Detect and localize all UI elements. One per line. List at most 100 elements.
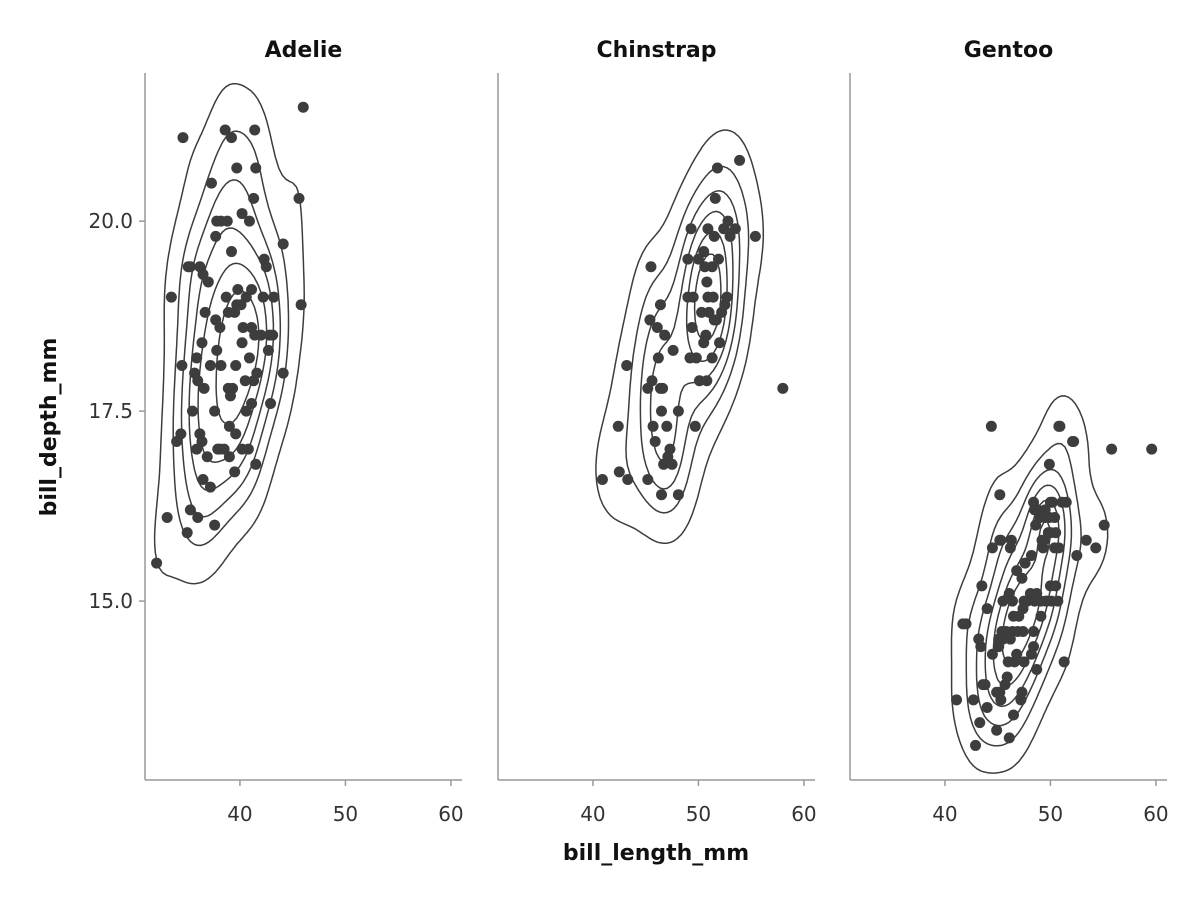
data-point (235, 299, 247, 311)
data-point (1035, 610, 1047, 622)
data-point (165, 291, 177, 303)
data-point (1060, 496, 1072, 508)
data-point (993, 641, 1005, 653)
data-point (1098, 519, 1110, 531)
data-point (721, 291, 733, 303)
x-tick-label: 40 (932, 802, 957, 826)
data-point (297, 101, 309, 113)
x-tick-label: 60 (438, 802, 463, 826)
data-point (712, 253, 724, 265)
data-point (661, 420, 673, 432)
data-point (656, 405, 668, 417)
data-point (182, 261, 194, 273)
data-point (951, 694, 963, 706)
data-point (701, 276, 713, 288)
data-point (251, 367, 263, 379)
data-point (656, 489, 668, 501)
data-point (1002, 656, 1014, 668)
x-tick-label: 60 (791, 802, 816, 826)
data-point (295, 299, 307, 311)
data-point (1019, 557, 1031, 569)
data-point (716, 306, 728, 318)
data-point (214, 443, 226, 455)
data-point (645, 261, 657, 273)
data-point (239, 375, 251, 387)
data-point (701, 375, 713, 387)
data-point (708, 314, 720, 326)
data-point (709, 192, 721, 204)
data-point (246, 398, 258, 410)
data-point (242, 443, 254, 455)
data-point (197, 473, 209, 485)
data-point (672, 405, 684, 417)
data-point (277, 238, 289, 250)
data-point (230, 360, 242, 372)
data-point (666, 458, 678, 470)
data-point (186, 405, 198, 417)
data-point (652, 352, 664, 364)
data-point (229, 466, 241, 478)
data-point (777, 382, 789, 394)
data-point (231, 162, 243, 174)
data-point (672, 489, 684, 501)
x-tick-label: 40 (227, 802, 252, 826)
data-point (1028, 625, 1040, 637)
data-point (1052, 595, 1064, 607)
data-point (1068, 436, 1080, 448)
panel-title: Adelie (265, 38, 343, 63)
data-point (202, 276, 214, 288)
data-point (191, 352, 203, 364)
data-point (986, 648, 998, 660)
data-point (706, 352, 718, 364)
data-point (1017, 625, 1029, 637)
data-point (654, 299, 666, 311)
x-tick-label: 50 (1038, 802, 1063, 826)
y-axis-label: bill_depth_mm (37, 338, 62, 517)
data-point (1008, 610, 1020, 622)
data-point (621, 360, 633, 372)
data-point (243, 215, 255, 227)
data-point (596, 473, 608, 485)
data-point (749, 230, 761, 242)
data-point (226, 132, 238, 144)
data-point (230, 428, 242, 440)
data-point (647, 420, 659, 432)
data-point (722, 215, 734, 227)
data-point (659, 329, 671, 341)
data-point (708, 230, 720, 242)
y-tick-label: 15.0 (88, 589, 133, 613)
data-point (976, 580, 988, 592)
data-point (215, 360, 227, 372)
data-point (1050, 580, 1062, 592)
data-point (226, 246, 238, 258)
data-point (232, 284, 244, 296)
data-point (199, 306, 211, 318)
data-point (161, 511, 173, 523)
data-point (1017, 603, 1029, 615)
data-point (222, 306, 234, 318)
data-point (236, 208, 248, 220)
data-point (997, 595, 1009, 607)
data-point (175, 428, 187, 440)
data-point (981, 701, 993, 713)
data-point (642, 382, 654, 394)
data-point (267, 329, 279, 341)
data-point (687, 291, 699, 303)
data-point (1090, 542, 1102, 554)
data-point (250, 458, 262, 470)
panel-gentoo: Gentoo 40 50 60 (849, 38, 1169, 826)
data-point (192, 511, 204, 523)
data-point (1008, 709, 1020, 721)
data-point (1005, 534, 1017, 546)
density-contour-1 (595, 129, 765, 545)
data-point (1043, 458, 1055, 470)
data-point (682, 253, 694, 265)
data-point (1058, 656, 1070, 668)
data-point (198, 382, 210, 394)
data-point (1030, 519, 1042, 531)
data-point (220, 291, 232, 303)
data-point (957, 618, 969, 630)
data-point (237, 322, 249, 334)
panel-adelie: Adelie 40 50 60 15.0 17.5 20.0 (88, 38, 463, 826)
data-point (1016, 572, 1028, 584)
